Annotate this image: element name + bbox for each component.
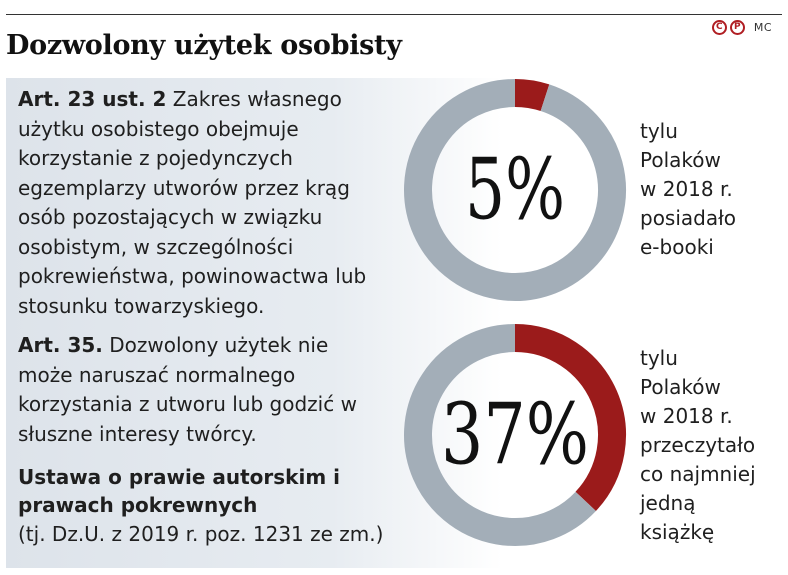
caption-line: co najmniej (640, 462, 756, 486)
caption-line: jedną (640, 491, 696, 515)
donut-1-caption: tylu Polaków w 2018 r. posiadało e-booki (640, 117, 736, 262)
caption-line: Polaków (640, 148, 721, 172)
caption-line: książkę (640, 520, 715, 544)
law-title: Ustawa o prawie autorskim i prawach pokr… (18, 465, 340, 517)
article-23-body: Zakres własnego użytku osobistego obejmu… (18, 87, 367, 318)
info-panel (6, 78, 782, 568)
donut-center-label: 37% (441, 386, 589, 484)
copyright-logo-icon: C (711, 20, 727, 35)
donut-center-label: 5% (465, 141, 565, 239)
donut-remainder-slice (404, 79, 626, 301)
top-rule (6, 14, 782, 15)
article-35-text: Art. 35. Dozwolony użytek nie może narus… (18, 331, 373, 449)
caption-line: w 2018 r. (640, 404, 733, 428)
caption-line: tylu (640, 119, 678, 143)
caption-line: Polaków (640, 375, 721, 399)
donut-highlight-slice (514, 79, 550, 112)
article-23-heading: Art. 23 ust. 2 (18, 87, 167, 111)
article-35-body: Dozwolony użytek nie może naruszać norma… (18, 333, 357, 446)
law-reference: (tj. Dz.U. z 2019 r. poz. 1231 ze zm.) (18, 522, 384, 546)
donut-2-caption: tylu Polaków w 2018 r. przeczytało co najmni… (640, 344, 756, 547)
caption-line: tylu (640, 346, 678, 370)
caption-line: w 2018 r. (640, 177, 733, 201)
article-23-text: Art. 23 ust. 2 Zakres własnego użytku os… (18, 85, 398, 321)
author-initials: MC (753, 21, 772, 34)
donut-remainder-slice (404, 324, 596, 546)
donut-highlight-slice (514, 324, 626, 511)
phonogram-logo-icon: P (729, 20, 745, 35)
caption-line: przeczytało (640, 433, 756, 457)
publisher-logos: C P MC (711, 20, 772, 35)
page-title: Dozwolony użytek osobisty (6, 30, 402, 61)
article-35-heading: Art. 35. (18, 333, 103, 357)
caption-line: e-booki (640, 235, 714, 259)
caption-line: posiadało (640, 206, 737, 230)
